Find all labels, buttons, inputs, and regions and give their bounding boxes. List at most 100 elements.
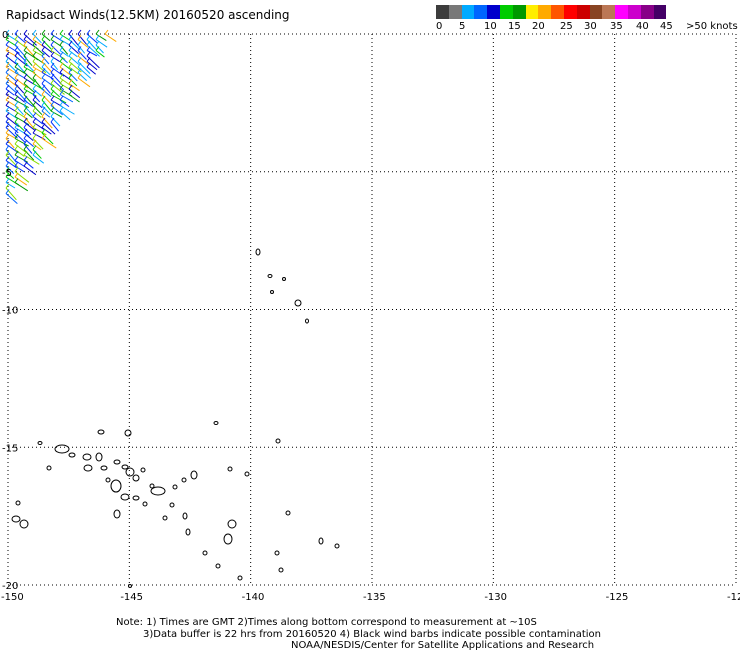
wind-barb-flag (14, 101, 19, 106)
legend-tick-label: 35 (610, 21, 623, 32)
wind-barb (59, 94, 74, 103)
island-outline (267, 274, 273, 278)
wind-barb-flag (23, 101, 28, 106)
wind-barb (41, 44, 53, 53)
wind-barb-flag (5, 189, 10, 194)
wind-barb-flag (59, 35, 64, 40)
wind-barb-flag (41, 95, 46, 101)
wind-barb-flag (32, 139, 37, 145)
wind-barb-flag (59, 84, 64, 90)
island-outline (213, 421, 219, 425)
wind-barb (23, 88, 37, 97)
wind-barb-flag (32, 90, 37, 95)
wind-barb (14, 154, 29, 163)
wind-barb-flag (5, 178, 10, 183)
wind-barb-flag (5, 57, 10, 62)
wind-barb-flag (32, 117, 37, 123)
wind-barb (50, 105, 63, 116)
wind-barb-flag (14, 167, 19, 172)
x-tick-label: -120 (727, 592, 740, 603)
wind-barb (14, 121, 25, 132)
island-outline (125, 467, 135, 477)
wind-barb (32, 105, 43, 116)
wind-barb-flag (41, 128, 46, 134)
wind-barb-flag (50, 90, 55, 95)
wind-barb (59, 44, 69, 55)
wind-barb-flag (14, 178, 19, 183)
wind-barb (41, 33, 51, 42)
wind-barb (50, 55, 61, 63)
wind-barb-flag (14, 95, 19, 101)
wind-barb-flag (68, 68, 73, 73)
wind-barb-flag (32, 57, 37, 62)
wind-barb-flag (5, 117, 10, 123)
wind-barb (86, 61, 98, 71)
wind-barb-flag (41, 29, 46, 35)
wind-barb-flag (5, 51, 10, 57)
wind-barb-flag (14, 68, 19, 73)
wind-barb (5, 132, 16, 139)
wind-barb-flag (32, 84, 37, 90)
wind-barb (23, 165, 37, 176)
wind-barb-flag (14, 29, 19, 35)
wind-barb (68, 50, 78, 58)
wind-barb (41, 110, 51, 118)
wind-barb-flag (14, 161, 19, 167)
wind-barb (68, 72, 78, 82)
wind-barb-flag (59, 46, 64, 51)
wind-barb-flag (50, 73, 55, 79)
wind-barb-flag (41, 112, 46, 117)
legend-tick-label: >50 knots (686, 21, 738, 32)
wind-barb-flag (5, 29, 10, 35)
wind-barb-flag (5, 112, 10, 117)
wind-barb-flag (50, 68, 55, 73)
wind-barb-flag (86, 29, 91, 35)
wind-barb-flag (41, 123, 46, 128)
island-outline (97, 429, 105, 435)
wind-barb-flag (14, 112, 19, 117)
wind-barb (59, 50, 69, 57)
wind-barb-flag (32, 128, 37, 134)
island-outline (121, 464, 129, 470)
wind-barb-flag (59, 95, 64, 101)
wind-barb (68, 66, 79, 75)
island-outline (202, 550, 208, 556)
legend-color-bar (436, 5, 736, 19)
wind-barb-flag (14, 145, 19, 150)
wind-barb-flag (23, 150, 28, 156)
wind-barb-flag (68, 40, 73, 46)
wind-barb-flag (77, 40, 82, 46)
wind-barb (50, 116, 61, 127)
wind-barb-flag (14, 73, 19, 79)
wind-barb-flag (23, 84, 28, 90)
wind-barb-flag (104, 29, 109, 35)
wind-barb-flag (68, 62, 73, 68)
wind-barb-flag (41, 73, 46, 79)
island-outline (285, 510, 291, 516)
island-outline (95, 452, 103, 462)
wind-barb-flag (32, 51, 37, 57)
legend-swatch (627, 5, 641, 19)
wind-barb-flag (32, 134, 37, 139)
wind-barb-flag (77, 57, 82, 62)
wind-barb-flag (23, 79, 28, 84)
wind-barb (14, 138, 29, 147)
island-outline (19, 519, 29, 529)
island-outline (83, 464, 93, 472)
wind-barb (68, 39, 81, 51)
wind-barb (23, 127, 32, 136)
legend-swatch (448, 5, 462, 19)
wind-barb (104, 33, 117, 42)
wind-barb-flag (14, 35, 19, 40)
wind-barb-flag (5, 134, 10, 139)
wind-barb (32, 88, 42, 97)
wind-barb-flag (59, 51, 64, 57)
wind-barb (23, 105, 34, 117)
island-outline (278, 567, 284, 573)
island-outline (113, 509, 121, 519)
island-outline (182, 512, 188, 520)
wind-barb (14, 44, 27, 58)
wind-barb-flag (59, 62, 64, 68)
wind-barb-flag (5, 161, 10, 167)
wind-barb-flag (50, 57, 55, 62)
